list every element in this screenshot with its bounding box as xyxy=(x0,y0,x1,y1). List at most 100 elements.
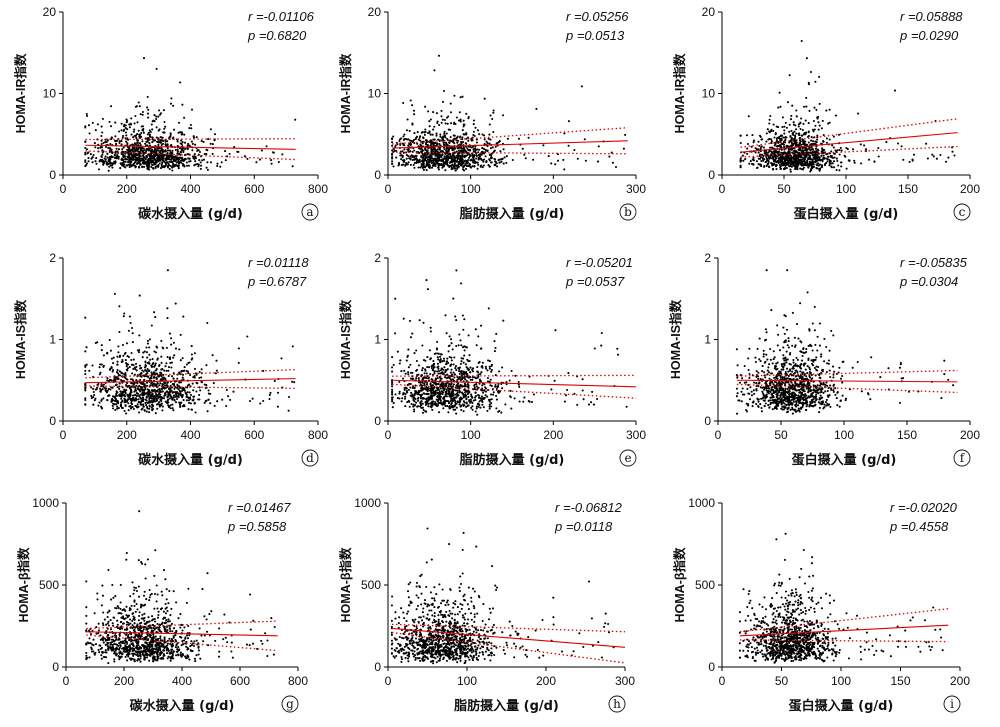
data-point xyxy=(155,67,158,70)
data-point xyxy=(122,158,125,161)
data-point xyxy=(121,343,125,347)
data-point xyxy=(404,163,407,166)
data-point xyxy=(839,161,843,164)
data-point xyxy=(788,130,791,133)
data-point xyxy=(441,136,444,139)
x-tick-label: 200 xyxy=(117,182,137,196)
data-point xyxy=(411,154,414,157)
data-point xyxy=(795,158,798,161)
data-point xyxy=(415,154,418,157)
x-tick-label: 0 xyxy=(719,182,726,196)
data-point xyxy=(437,168,441,171)
data-point xyxy=(193,374,196,378)
y-tick-label: 10 xyxy=(368,87,382,101)
data-point xyxy=(490,156,493,159)
data-point xyxy=(483,158,486,161)
data-point xyxy=(463,349,466,352)
data-point xyxy=(127,409,130,412)
data-point xyxy=(438,142,441,146)
data-point xyxy=(156,346,159,349)
data-point xyxy=(155,377,158,381)
data-point xyxy=(449,135,452,139)
data-point xyxy=(139,378,142,381)
data-point xyxy=(470,166,473,169)
data-point xyxy=(165,390,168,393)
data-point xyxy=(752,163,755,166)
data-point xyxy=(132,150,135,153)
data-point xyxy=(477,371,480,374)
data-point xyxy=(155,136,158,139)
data-point xyxy=(95,157,98,160)
data-point xyxy=(121,360,124,363)
data-point xyxy=(877,155,880,158)
data-point xyxy=(113,162,117,165)
data-point xyxy=(792,121,795,124)
data-point xyxy=(139,390,142,393)
data-point xyxy=(146,139,149,142)
data-point xyxy=(463,165,466,168)
data-point xyxy=(820,127,823,130)
data-point xyxy=(499,158,502,161)
data-point xyxy=(116,405,119,408)
data-point xyxy=(576,403,579,406)
data-point xyxy=(152,376,155,379)
data-point xyxy=(140,366,143,369)
data-point xyxy=(149,130,152,134)
data-point xyxy=(87,157,90,160)
data-point xyxy=(114,378,117,381)
data-point xyxy=(825,162,828,165)
data-point xyxy=(482,164,485,167)
y-tick-label: 0 xyxy=(708,168,715,182)
data-point xyxy=(130,160,133,163)
data-point xyxy=(781,155,784,158)
data-point xyxy=(772,123,775,126)
data-point xyxy=(757,151,760,154)
data-point xyxy=(148,133,152,136)
data-point xyxy=(142,374,145,377)
data-point xyxy=(167,366,171,369)
data-point xyxy=(191,382,194,385)
data-point xyxy=(524,157,527,160)
data-point xyxy=(495,332,498,335)
data-point xyxy=(402,163,405,166)
data-point xyxy=(187,372,190,375)
data-point xyxy=(422,157,425,160)
data-point xyxy=(118,330,121,334)
data-point xyxy=(478,133,481,136)
data-point xyxy=(119,162,122,165)
data-point xyxy=(92,396,95,399)
data-point xyxy=(472,130,475,133)
data-point xyxy=(134,148,137,151)
data-point xyxy=(119,167,122,170)
y-tick-label: 0 xyxy=(374,168,381,182)
data-point xyxy=(491,146,494,149)
data-point xyxy=(748,162,751,165)
data-point xyxy=(485,161,488,164)
data-point xyxy=(159,382,162,385)
data-point xyxy=(752,139,756,142)
data-point xyxy=(478,153,482,156)
data-point xyxy=(211,143,214,146)
data-point xyxy=(803,105,806,108)
data-point xyxy=(85,346,88,349)
data-point xyxy=(416,161,419,164)
data-point xyxy=(171,165,174,168)
data-point xyxy=(490,161,493,164)
data-point xyxy=(152,159,155,162)
data-point xyxy=(188,383,191,386)
data-point xyxy=(445,116,449,119)
data-point xyxy=(426,366,429,369)
data-point xyxy=(85,112,88,116)
data-point xyxy=(496,165,499,168)
data-point xyxy=(774,132,777,135)
data-point xyxy=(435,153,438,156)
data-point xyxy=(112,362,115,365)
data-point xyxy=(758,163,761,166)
data-point xyxy=(145,370,148,373)
r-value: r =0.05888 xyxy=(900,9,963,24)
data-point xyxy=(144,360,147,363)
data-point xyxy=(200,164,203,167)
data-point xyxy=(170,337,173,340)
data-point xyxy=(109,162,112,165)
data-point xyxy=(95,388,98,391)
